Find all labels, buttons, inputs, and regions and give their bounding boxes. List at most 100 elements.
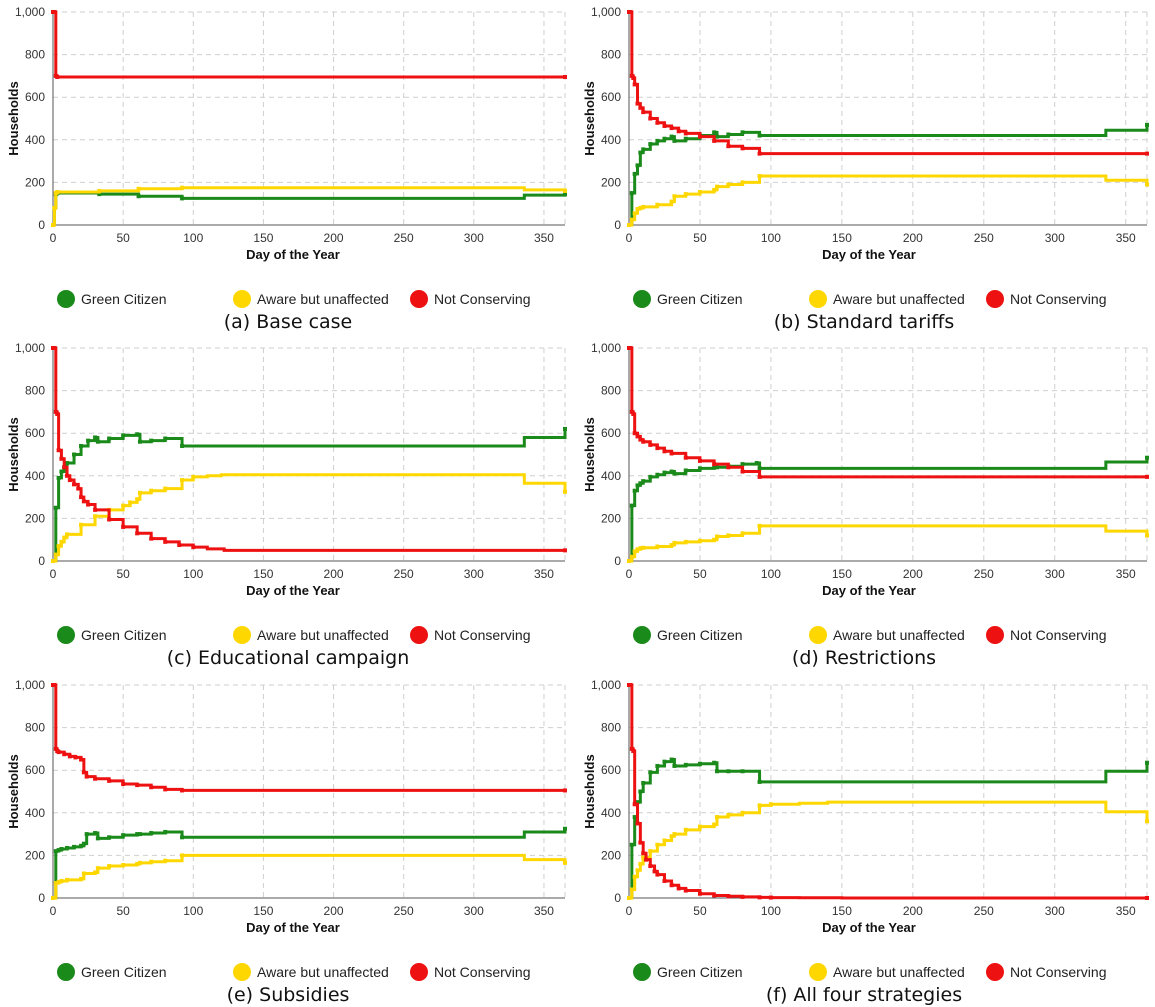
data-point: [629, 191, 634, 196]
data-point: [79, 876, 84, 881]
legend-dot-icon: [809, 626, 827, 644]
data-point: [627, 896, 631, 900]
data-point: [628, 683, 633, 687]
data-point: [79, 443, 84, 448]
x-tick-label: 300: [1045, 231, 1065, 245]
data-point: [627, 559, 631, 563]
chart-panel-1: 0 200 400 600 800 1,000 0 50 100 150 200 250 300 350 D…: [6, 5, 567, 262]
data-point: [726, 132, 731, 137]
x-tick-label: 150: [253, 231, 273, 245]
legend-item-not-conserving: Not Conserving: [986, 626, 1107, 644]
y-tick-label: 600: [601, 763, 621, 777]
data-point: [137, 832, 142, 837]
data-point: [669, 134, 674, 139]
data-point: [641, 147, 646, 152]
data-point: [648, 442, 653, 447]
data-point: [632, 82, 637, 87]
data-point: [669, 883, 674, 888]
data-point: [683, 192, 688, 197]
x-tick-label: 50: [693, 231, 707, 245]
data-point: [672, 138, 677, 143]
legend: Green Citizen Aware but unaffected Not Con…: [576, 963, 1152, 983]
series-line-green-citizen: [629, 758, 1149, 900]
legend-dot-icon: [410, 626, 428, 644]
data-point: [81, 770, 86, 775]
data-point: [563, 426, 567, 431]
legend-item-green-citizen: Green Citizen: [57, 963, 167, 981]
legend-dot-icon: [633, 626, 651, 644]
data-point: [697, 466, 702, 471]
data-point: [726, 144, 731, 149]
data-point: [757, 779, 762, 784]
data-point: [655, 472, 660, 477]
data-point: [638, 437, 643, 442]
data-point: [135, 832, 140, 837]
data-point: [740, 146, 745, 151]
data-point: [59, 847, 64, 852]
x-tick-label: 100: [761, 567, 781, 581]
data-point: [180, 443, 185, 448]
data-point: [662, 878, 667, 883]
data-point: [628, 10, 633, 14]
legend-dot-icon: [233, 963, 251, 981]
data-point: [56, 750, 61, 755]
legend-dot-icon: [233, 626, 251, 644]
y-tick-label: 800: [25, 48, 45, 62]
data-point: [1145, 474, 1149, 479]
data-point: [149, 536, 154, 541]
y-tick-label: 1,000: [591, 678, 621, 692]
x-tick-label: 50: [693, 567, 707, 581]
y-tick-label: 600: [25, 90, 45, 104]
y-tick-label: 200: [25, 848, 45, 862]
y-tick-label: 400: [25, 469, 45, 483]
y-tick-label: 200: [601, 175, 621, 189]
data-point: [683, 762, 688, 767]
series-line-aware-but-unaffected: [53, 473, 567, 563]
legend-dot-icon: [410, 963, 428, 981]
data-point: [93, 435, 98, 440]
data-point: [51, 559, 55, 563]
data-point: [676, 129, 681, 134]
legend-dot-icon: [986, 626, 1004, 644]
y-tick-label: 0: [614, 218, 621, 232]
data-point: [644, 857, 649, 862]
data-point: [662, 449, 667, 454]
data-point: [62, 465, 67, 470]
data-point: [56, 848, 61, 853]
data-point: [638, 205, 643, 210]
data-point: [669, 126, 674, 131]
legend-dot-icon: [57, 290, 75, 308]
legend-item-aware-but-unaffected: Aware but unaffected: [809, 963, 965, 981]
data-point: [641, 439, 646, 444]
data-point: [629, 503, 634, 508]
data-point: [768, 895, 773, 900]
x-tick-label: 200: [324, 231, 344, 245]
data-point: [648, 864, 653, 869]
x-tick-label: 250: [974, 904, 994, 918]
data-point: [648, 849, 653, 854]
x-tick-label: 350: [1116, 231, 1136, 245]
data-point: [669, 469, 674, 474]
data-point: [757, 151, 762, 156]
data-point: [107, 864, 112, 869]
panel-caption: (d) Restrictions: [791, 647, 937, 669]
x-tick-label: 100: [761, 904, 781, 918]
data-point: [638, 481, 643, 486]
data-point: [135, 783, 140, 788]
legend-dot-icon: [233, 290, 251, 308]
y-tick-label: 800: [601, 721, 621, 735]
data-point: [655, 872, 660, 877]
data-point: [97, 192, 102, 197]
data-point: [163, 486, 168, 491]
data-point: [65, 845, 70, 850]
data-point: [135, 432, 140, 437]
data-point: [149, 831, 154, 836]
data-point: [638, 789, 643, 794]
y-tick-label: 600: [601, 90, 621, 104]
legend-label: Aware but unaffected: [833, 964, 965, 980]
x-tick-label: 350: [1116, 567, 1136, 581]
data-point: [79, 522, 84, 527]
data-point: [95, 439, 100, 444]
x-tick-label: 350: [534, 567, 554, 581]
data-point: [726, 769, 731, 774]
